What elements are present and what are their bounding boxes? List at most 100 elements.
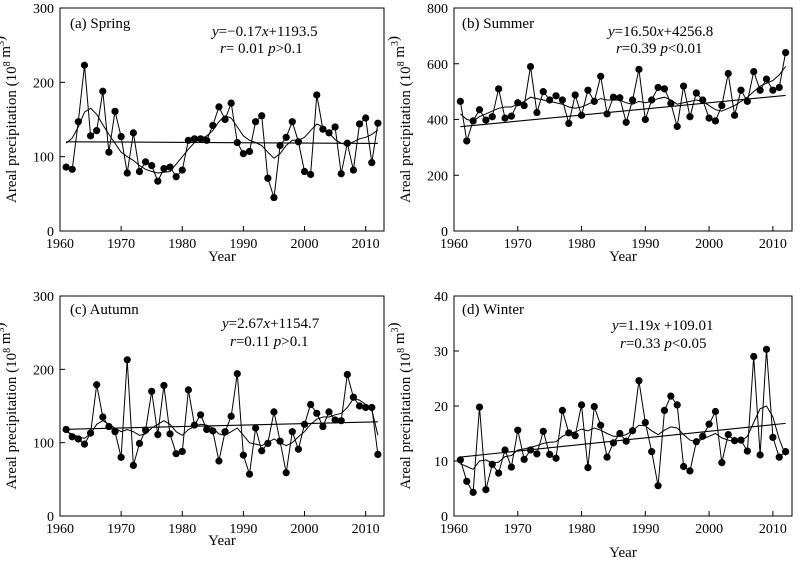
y-tick-label: 20 xyxy=(434,400,448,415)
data-point xyxy=(227,412,235,420)
data-point xyxy=(93,127,101,135)
data-point xyxy=(221,428,229,436)
data-point xyxy=(699,96,707,104)
data-point xyxy=(475,403,484,411)
data-point xyxy=(654,482,662,490)
data-point xyxy=(507,463,515,471)
series-line xyxy=(459,52,787,142)
x-tick-label: 1960 xyxy=(46,237,74,252)
y-axis-label: Areal precipitation (108 m3) xyxy=(386,322,414,489)
data-point xyxy=(660,85,669,93)
data-point xyxy=(692,89,700,97)
data-point xyxy=(74,435,82,443)
y-tick-label: 30 xyxy=(434,345,448,360)
x-tick-label: 1980 xyxy=(168,522,196,537)
trend-equation: y=−0.17x+1193.5 xyxy=(210,24,318,40)
data-point xyxy=(546,450,554,458)
data-point xyxy=(184,386,192,394)
data-point xyxy=(319,125,327,133)
data-point xyxy=(80,440,89,448)
data-point xyxy=(239,150,247,158)
data-point xyxy=(349,393,358,401)
trend-line xyxy=(66,421,378,430)
data-point xyxy=(456,456,464,464)
data-point xyxy=(190,421,199,429)
y-tick-label: 400 xyxy=(427,114,448,129)
data-point xyxy=(463,137,471,145)
data-point xyxy=(762,75,771,83)
y-tick-label: 0 xyxy=(441,510,448,525)
data-point xyxy=(743,447,751,455)
data-point xyxy=(178,447,186,456)
x-tick-label: 2010 xyxy=(352,237,380,252)
plot-frame xyxy=(59,295,385,517)
data-point xyxy=(526,446,535,454)
data-point xyxy=(609,439,618,447)
panel-title: (a) Spring xyxy=(70,16,131,32)
data-point xyxy=(160,381,168,390)
y-tick-label: 10 xyxy=(434,455,448,470)
data-point xyxy=(475,106,484,114)
y-tick-label: 40 xyxy=(434,290,448,305)
data-point xyxy=(514,99,522,107)
data-point xyxy=(565,429,573,437)
data-point xyxy=(111,428,119,436)
data-point xyxy=(507,112,515,120)
data-point xyxy=(718,459,726,467)
data-point xyxy=(597,72,605,80)
data-point xyxy=(135,439,144,447)
data-point xyxy=(331,123,339,131)
data-point xyxy=(362,403,370,412)
data-point xyxy=(80,61,89,69)
data-point xyxy=(252,118,260,126)
data-point xyxy=(584,86,592,94)
x-tick-label: 2000 xyxy=(695,522,723,537)
data-point xyxy=(154,431,162,439)
data-point xyxy=(756,86,764,94)
data-point xyxy=(215,457,223,465)
data-point xyxy=(533,108,541,117)
x-tick-label: 1970 xyxy=(504,522,532,537)
data-point xyxy=(622,437,630,445)
data-point xyxy=(99,413,107,421)
panel-a: 1960 1970 1980 1990 2000 2010 100 200 300 0 Year Ar… xyxy=(0,2,385,265)
y-tick-label: 800 xyxy=(427,2,448,17)
data-point xyxy=(558,96,567,104)
data-point xyxy=(552,454,560,462)
data-point xyxy=(514,426,522,434)
data-point xyxy=(74,118,82,126)
data-point xyxy=(374,119,382,127)
data-point xyxy=(197,135,205,143)
data-point xyxy=(782,448,790,456)
x-tick-label: 2010 xyxy=(759,237,787,252)
trend-statistics: r=0.33 p<0.05 xyxy=(620,336,707,352)
data-point xyxy=(264,439,272,447)
data-point xyxy=(724,431,732,439)
trend-statistics: r=0.39 p<0.01 xyxy=(616,41,703,57)
data-point xyxy=(68,165,76,173)
data-point xyxy=(584,464,592,472)
x-tick-label: 1960 xyxy=(440,237,468,252)
data-point xyxy=(628,427,637,435)
data-point xyxy=(609,93,618,101)
data-point xyxy=(565,119,573,128)
data-point xyxy=(724,69,732,78)
data-point xyxy=(141,426,150,434)
y-tick-label: 0 xyxy=(441,225,448,240)
data-point xyxy=(520,455,528,463)
x-tick-label: 2010 xyxy=(352,522,380,537)
data-point xyxy=(571,432,579,440)
y-tick-label: 200 xyxy=(427,169,448,184)
data-point xyxy=(456,97,464,105)
x-tick-label: 2000 xyxy=(291,522,319,537)
data-point xyxy=(374,450,382,458)
y-tick-label: 200 xyxy=(33,363,54,378)
data-point xyxy=(546,96,554,104)
data-point xyxy=(276,437,284,445)
x-tick-label: 1980 xyxy=(168,237,196,252)
y-tick-label: 200 xyxy=(33,76,54,91)
y-tick-label: 300 xyxy=(33,2,54,17)
data-point xyxy=(209,427,217,435)
x-tick-label: 1990 xyxy=(631,237,659,252)
